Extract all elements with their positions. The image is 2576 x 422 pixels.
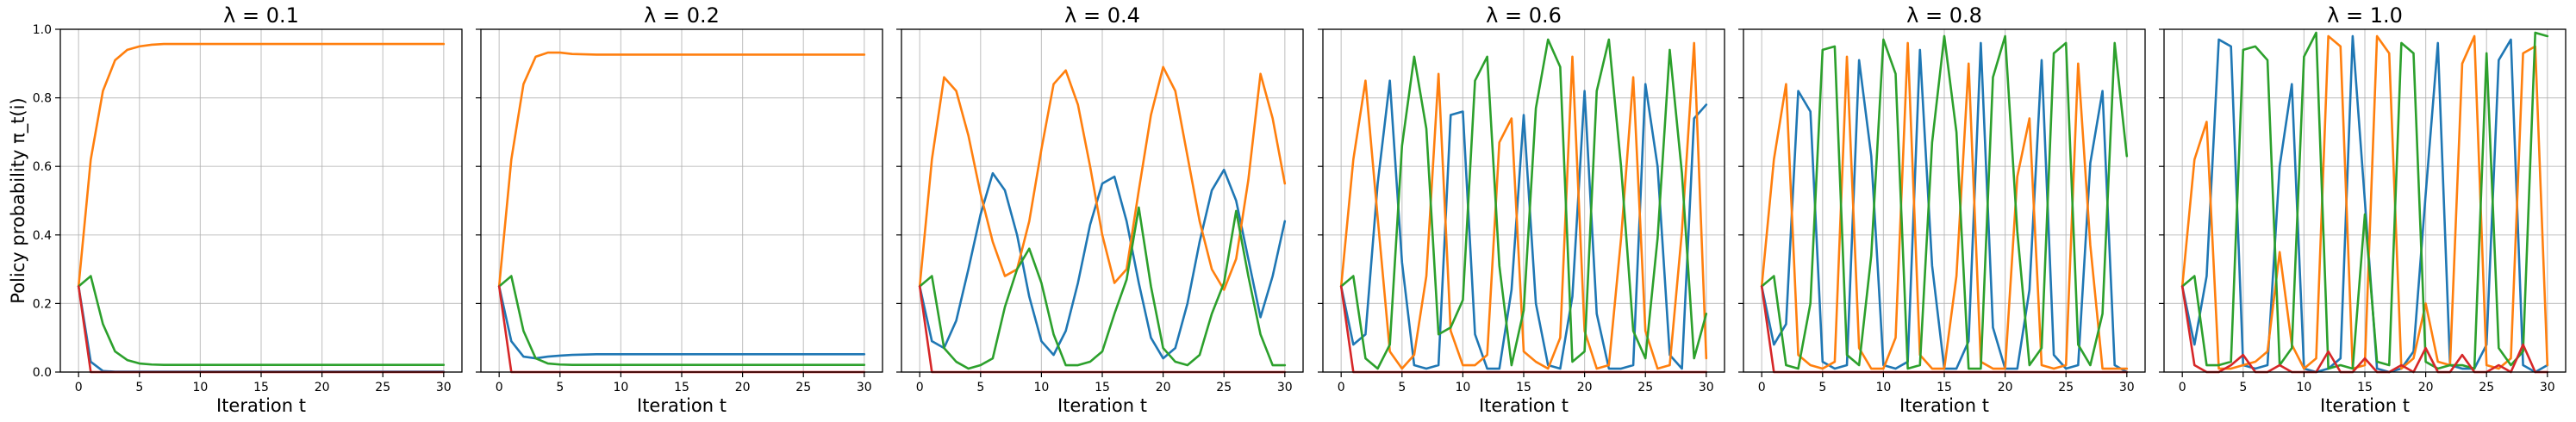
x-tick-label: 5 (135, 381, 143, 394)
x-tick-label: 25 (1637, 381, 1653, 394)
x-tick-label: 15 (1095, 381, 1110, 394)
y-tick-label: 0.0 (33, 366, 52, 380)
x-axis-label: Iteration t (1899, 395, 1989, 416)
x-tick-label: 0 (2179, 381, 2186, 394)
x-tick-label: 5 (976, 381, 984, 394)
series-line-1 (497, 285, 866, 360)
x-axis-label: Iteration t (1479, 395, 1569, 416)
panel-1: 0 5 10 15 20 25 30 0.0 0.2 0.4 0.6 0.8 1.0 λ = 0.1 Ite… (33, 3, 463, 416)
panel-title: λ = 1.0 (2327, 3, 2403, 28)
x-tick-label: 0 (496, 381, 503, 394)
x-tick-label: 5 (2239, 381, 2247, 394)
panel-title: λ = 0.1 (223, 3, 299, 28)
series-line-3 (2180, 31, 2549, 370)
x-tick-label: 20 (1156, 381, 1171, 394)
panel-title: λ = 0.8 (1906, 3, 1982, 28)
x-tick-label: 5 (1818, 381, 1826, 394)
x-tick-label: 15 (1516, 381, 1531, 394)
x-tick-label: 0 (1338, 381, 1345, 394)
x-axis-label: Iteration t (216, 395, 306, 416)
x-tick-label: 25 (795, 381, 811, 394)
series-line-1 (918, 168, 1287, 360)
x-tick-label: 30 (857, 381, 872, 394)
x-axis-label: Iteration t (2320, 395, 2410, 416)
y-tick-label: 0.4 (33, 229, 52, 243)
x-tick-label: 30 (2119, 381, 2135, 394)
series-line-2 (1339, 41, 1708, 370)
series-line-2 (77, 42, 446, 288)
x-tick-label: 30 (1699, 381, 1714, 394)
x-tick-label: 30 (436, 381, 452, 394)
x-tick-label: 15 (674, 381, 689, 394)
y-axis-label: Policy probability π_t(i) (8, 97, 29, 303)
x-tick-label: 15 (1937, 381, 1952, 394)
y-tick-label: 0.8 (33, 92, 52, 106)
y-tick-label: 0.2 (33, 297, 52, 311)
x-tick-label: 25 (2479, 381, 2494, 394)
x-tick-label: 15 (253, 381, 269, 394)
x-tick-label: 10 (1875, 381, 1891, 394)
x-tick-label: 0 (75, 381, 83, 394)
y-tick-label: 1.0 (33, 23, 52, 37)
series-line-2 (2180, 34, 2549, 370)
y-tick-label: 0.6 (33, 160, 52, 174)
panel-2: 0 5 10 15 20 25 30 λ = 0.2 Iteration t (476, 3, 883, 416)
x-tick-label: 5 (556, 381, 564, 394)
panel-title: λ = 0.6 (1486, 3, 1562, 28)
x-tick-label: 20 (735, 381, 751, 394)
x-tick-label: 20 (315, 381, 330, 394)
series-line-1 (1339, 79, 1708, 370)
x-tick-label: 5 (1398, 381, 1406, 394)
series-line-2 (1760, 41, 2129, 370)
x-tick-label: 0 (916, 381, 924, 394)
x-tick-label: 20 (2418, 381, 2434, 394)
x-tick-label: 10 (1455, 381, 1470, 394)
x-tick-label: 20 (1998, 381, 2013, 394)
x-tick-label: 30 (1277, 381, 1293, 394)
x-tick-label: 10 (192, 381, 208, 394)
series-line-2 (497, 51, 866, 288)
x-tick-label: 20 (1577, 381, 1593, 394)
panel-title: λ = 0.2 (644, 3, 720, 28)
x-axis-label: Iteration t (1057, 395, 1147, 416)
panel-6: 0 5 10 15 20 25 30 λ = 1.0 Iteration t (2159, 3, 2567, 416)
panel-3: 0 5 10 15 20 25 30 λ = 0.4 Iteration t (896, 3, 1304, 416)
x-tick-label: 0 (1758, 381, 1766, 394)
x-tick-label: 10 (613, 381, 628, 394)
x-tick-label: 10 (2296, 381, 2311, 394)
series-line-3 (1760, 34, 2129, 370)
series-line-3 (918, 206, 1287, 370)
x-tick-label: 25 (2058, 381, 2074, 394)
x-tick-label: 15 (2357, 381, 2373, 394)
series-line-3 (1339, 38, 1708, 370)
panel-title: λ = 0.4 (1064, 3, 1140, 28)
x-axis-label: Iteration t (637, 395, 727, 416)
x-tick-label: 25 (375, 381, 390, 394)
x-tick-label: 25 (1216, 381, 1232, 394)
panel-4: 0 5 10 15 20 25 30 λ = 0.6 Iteration t (1318, 3, 1725, 416)
x-tick-label: 30 (2540, 381, 2555, 394)
series-line-3 (77, 275, 446, 366)
panel-5: 0 5 10 15 20 25 30 λ = 0.8 Iteration t (1738, 3, 2146, 416)
series-line-2 (918, 65, 1287, 291)
series-line-3 (497, 275, 866, 366)
x-tick-label: 10 (1033, 381, 1049, 394)
